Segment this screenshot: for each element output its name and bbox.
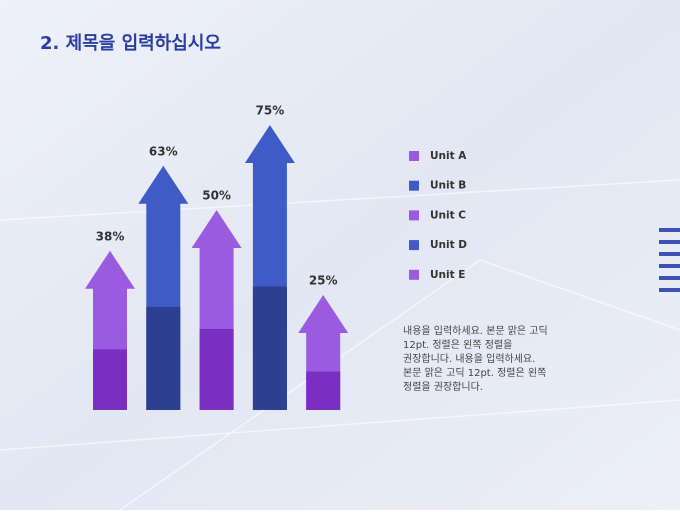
legend-swatch bbox=[409, 210, 419, 221]
value-label: 63% bbox=[149, 144, 178, 158]
value-label: 38% bbox=[96, 229, 125, 243]
value-label: 50% bbox=[202, 189, 231, 203]
legend-label: Unit B bbox=[430, 180, 466, 192]
legend-label: Unit C bbox=[430, 209, 466, 221]
legend-label: Unit E bbox=[430, 269, 465, 281]
background-lines bbox=[0, 179, 680, 511]
arrow-shade bbox=[252, 286, 287, 410]
body-text: 정렬을 권장합니다. bbox=[403, 380, 483, 393]
value-label: 75% bbox=[256, 104, 285, 118]
value-label: 25% bbox=[309, 274, 338, 288]
legend-label: Unit D bbox=[430, 239, 467, 251]
arrow-shade bbox=[93, 349, 127, 410]
legend-swatch bbox=[409, 180, 419, 191]
body-text: 내용을 입력하세요. 본문 맑은 고딕 bbox=[403, 324, 548, 337]
body-text: 권장합니다. 내용을 입력하세요. bbox=[403, 352, 535, 365]
arrow-shade bbox=[146, 306, 181, 410]
legend-swatch bbox=[409, 269, 419, 280]
legend-swatch bbox=[409, 151, 419, 161]
legend-swatch bbox=[409, 240, 419, 251]
chart-title: 2. 제목을 입력하십시오 bbox=[40, 32, 221, 54]
side-stripes bbox=[659, 228, 680, 292]
arrow-shade bbox=[199, 329, 234, 410]
arrow-shade bbox=[306, 371, 341, 410]
legend-label: Unit A bbox=[430, 150, 467, 162]
body-text: 12pt. 정렬은 왼쪽 정렬을 bbox=[403, 338, 512, 351]
body-text: 본문 맑은 고딕 12pt. 정렬은 왼쪽 bbox=[403, 366, 546, 379]
